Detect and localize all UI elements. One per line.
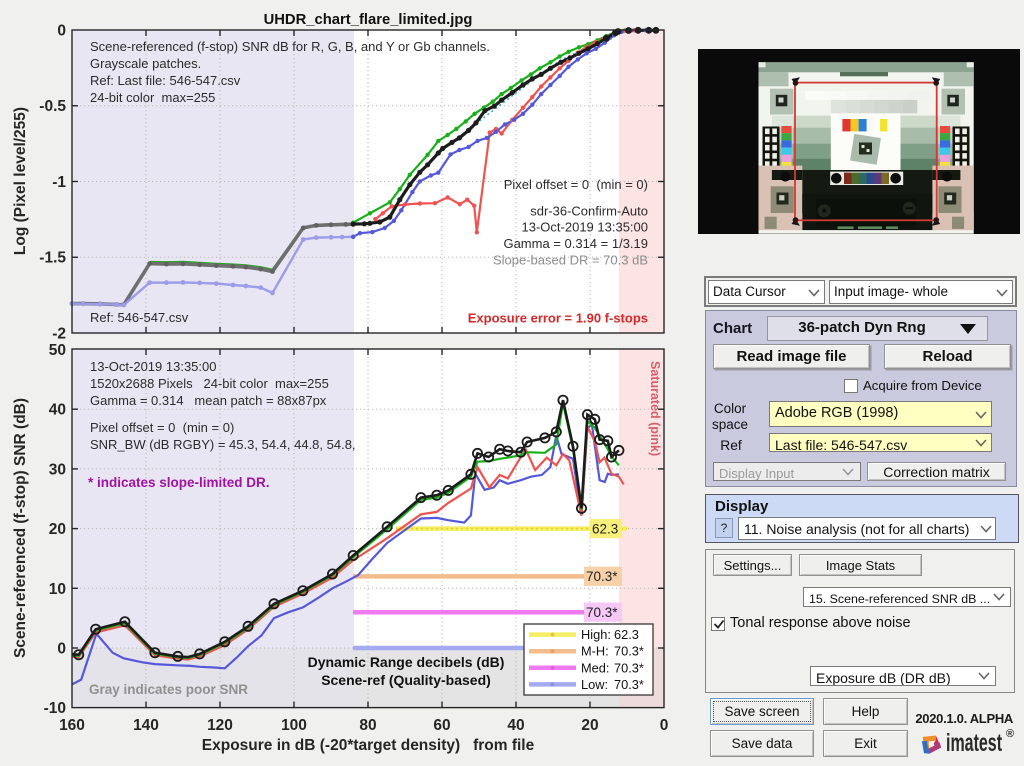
svg-text:Low:: Low: [581,677,608,692]
svg-text:0: 0 [57,23,66,40]
svg-text:140: 140 [133,717,159,734]
svg-text:Exposure in dB (-20*target den: Exposure in dB (-20*target density) from… [202,737,535,754]
svg-text:Slope-based DR = 70.3 dB: Slope-based DR = 70.3 dB [493,253,648,268]
svg-text:sdr-36-Confirm-Auto: sdr-36-Confirm-Auto [530,204,648,219]
svg-text:100: 100 [281,717,307,734]
svg-text:10: 10 [49,581,66,598]
svg-text:60: 60 [433,717,450,734]
svg-text:* indicates slope-limited DR.: * indicates slope-limited DR. [88,475,270,490]
svg-text:Ref: Last file: 546-547.csv: Ref: Last file: 546-547.csv [90,73,241,88]
svg-text:Scene-ref (Quality-based): Scene-ref (Quality-based) [321,672,491,688]
svg-text:Gray indicates poor SNR: Gray indicates poor SNR [89,682,248,697]
svg-text:Med:: Med: [581,660,609,675]
svg-text:Saturated (pink): Saturated (pink) [648,361,662,456]
svg-text:SNR_BW (dB RGBY) = 45.3, 54.4,: SNR_BW (dB RGBY) = 45.3, 54.4, 44.8, 54.… [90,437,356,452]
svg-text:-0.5: -0.5 [39,98,66,115]
svg-text:Exposure error = 1.90 f-stops: Exposure error = 1.90 f-stops [468,311,648,326]
svg-text:-1.5: -1.5 [39,250,66,267]
svg-text:70.3*: 70.3* [614,660,644,675]
svg-text:-10: -10 [44,700,66,717]
svg-text:30: 30 [49,461,66,478]
svg-text:20: 20 [49,521,66,538]
svg-text:UHDR_chart_flare_limited.jpg: UHDR_chart_flare_limited.jpg [264,12,473,28]
svg-text:-2: -2 [52,326,66,343]
svg-text:120: 120 [207,717,233,734]
svg-text:High:: High: [581,627,611,642]
svg-text:50: 50 [49,342,66,359]
svg-text:62.3: 62.3 [592,521,618,536]
svg-text:Dynamic Range decibels (dB): Dynamic Range decibels (dB) [308,654,505,670]
svg-text:0: 0 [660,717,669,734]
svg-text:Ref: 546-547.csv: Ref: 546-547.csv [90,310,189,325]
svg-text:20: 20 [581,717,598,734]
svg-text:70.3*: 70.3* [586,605,618,620]
svg-text:Grayscale patches.: Grayscale patches. [90,56,201,71]
svg-text:1520x2688 Pixels 24-bit colo: 1520x2688 Pixels 24-bit color max=255 [90,376,329,391]
svg-text:62.3: 62.3 [614,627,639,642]
svg-text:80: 80 [359,717,376,734]
svg-text:M-H:: M-H: [581,644,609,659]
svg-text:70.3*: 70.3* [614,677,644,692]
svg-text:Pixel offset = 0 (min = 0): Pixel offset = 0 (min = 0) [504,177,648,192]
svg-text:24-bit color max=255: 24-bit color max=255 [90,90,215,105]
svg-text:Gamma = 0.314 = 1/3.19: Gamma = 0.314 = 1/3.19 [503,236,648,251]
svg-text:Scene-referenced (f-stop) SNR: Scene-referenced (f-stop) SNR (dB) [12,398,29,658]
svg-text:Pixel offset = 0 (min = 0): Pixel offset = 0 (min = 0) [90,420,234,435]
svg-text:Scene-referenced (f-stop) SNR: Scene-referenced (f-stop) SNR dB for R, … [90,39,490,54]
svg-text:13-Oct-2019 13:35:00: 13-Oct-2019 13:35:00 [522,220,648,235]
svg-text:Gamma = 0.314 mean patch = 8: Gamma = 0.314 mean patch = 88x87px [90,393,327,408]
svg-text:70.3*: 70.3* [586,569,618,584]
svg-text:160: 160 [59,717,85,734]
svg-text:0: 0 [57,641,66,658]
svg-text:Log (Pixel level/255): Log (Pixel level/255) [12,107,29,255]
svg-text:40: 40 [507,717,524,734]
svg-text:13-Oct-2019 13:35:00: 13-Oct-2019 13:35:00 [90,359,216,374]
svg-text:70.3*: 70.3* [614,644,644,659]
svg-text:-1: -1 [52,174,66,191]
svg-text:40: 40 [49,402,66,419]
